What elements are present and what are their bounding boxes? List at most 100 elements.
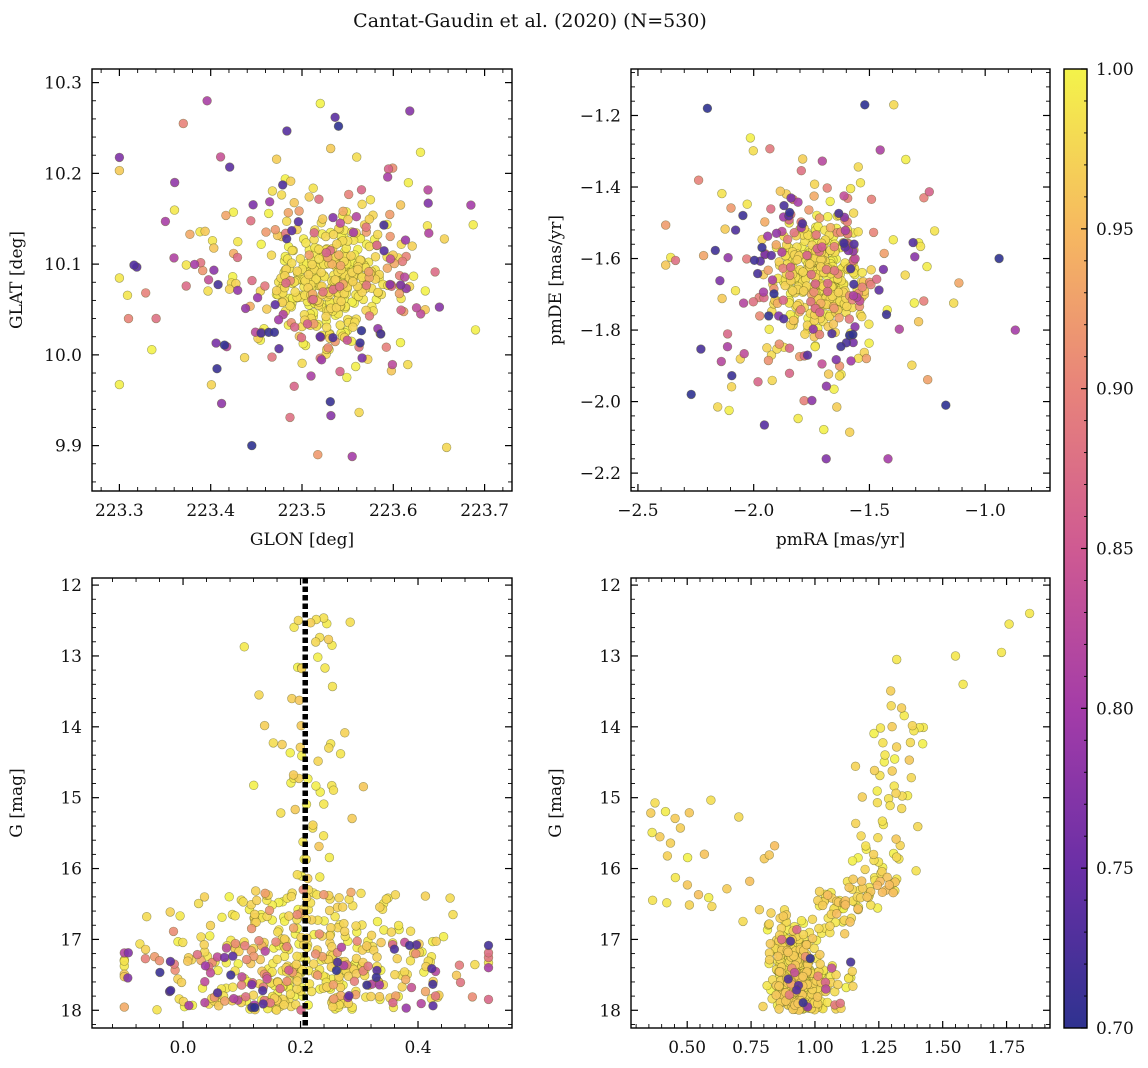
x-tick-label: 1.00 — [796, 1038, 834, 1058]
data-point — [1004, 619, 1014, 629]
data-point — [310, 949, 321, 959]
data-point — [1010, 325, 1020, 335]
data-point — [308, 294, 318, 305]
data-point — [261, 227, 271, 237]
colorbar-gradient — [1064, 69, 1087, 1028]
data-point — [888, 235, 898, 245]
data-point — [340, 926, 350, 937]
data-point — [835, 998, 845, 1008]
data-point — [883, 454, 893, 464]
data-point — [344, 990, 354, 1001]
data-point — [817, 900, 828, 911]
data-point — [114, 273, 125, 283]
data-point — [834, 313, 844, 323]
data-point — [405, 926, 416, 936]
data-point — [169, 205, 180, 215]
data-point — [302, 319, 313, 329]
data-point — [805, 259, 815, 269]
data-point — [304, 250, 314, 260]
data-point — [791, 985, 802, 995]
y-tick-label: 10.0 — [44, 346, 82, 366]
data-point — [344, 189, 354, 200]
data-point — [787, 286, 798, 296]
y-axis-label: pmDE [mas/yr] — [546, 215, 566, 345]
data-point — [323, 634, 334, 645]
data-point — [919, 193, 929, 203]
data-point — [834, 371, 845, 381]
y-tick-label: −2.2 — [580, 464, 621, 484]
data-point — [338, 902, 348, 912]
data-point — [250, 909, 260, 919]
data-point — [335, 260, 346, 271]
data-point — [703, 892, 714, 903]
y-tick-label: 18 — [599, 1001, 621, 1021]
data-point — [328, 229, 339, 240]
data-point — [857, 792, 867, 802]
data-point — [771, 990, 781, 1000]
panel-bottom-right: 0.500.751.001.251.501.7512131415161718BP… — [546, 576, 1051, 1068]
data-point — [361, 280, 372, 290]
data-point — [155, 967, 165, 978]
data-point — [406, 982, 417, 993]
data-point — [821, 454, 831, 464]
data-point — [424, 228, 434, 238]
data-point — [152, 1005, 162, 1015]
data-point — [351, 212, 362, 222]
data-point — [192, 949, 203, 960]
data-point — [282, 976, 292, 987]
x-tick-label: 1.75 — [988, 1038, 1026, 1058]
panel-top-right: −2.5 −2.0 −1.5 −1.0 −2.2 −2.0 −1.8 −1.6 −1.4 −1.2… — [546, 68, 1051, 550]
data-point — [774, 967, 785, 977]
data-point — [889, 754, 900, 764]
data-point — [693, 175, 704, 185]
x-tick-label: 223.7 — [460, 501, 509, 521]
data-point — [268, 738, 278, 748]
data-point — [335, 366, 345, 377]
data-point — [376, 937, 386, 948]
colorbar-tick-label: 0.85 — [1096, 540, 1134, 560]
data-point — [286, 891, 297, 902]
data-point — [181, 260, 192, 270]
data-point — [400, 272, 410, 282]
data-point — [844, 427, 855, 437]
data-point — [929, 226, 940, 236]
data-point — [217, 912, 227, 922]
data-point — [853, 904, 863, 914]
data-point — [262, 304, 272, 314]
data-point — [822, 183, 832, 193]
data-point — [250, 1002, 260, 1013]
data-point — [323, 343, 333, 353]
data-point — [845, 183, 856, 194]
data-point — [869, 728, 879, 739]
data-point — [265, 197, 275, 207]
data-point — [200, 976, 210, 987]
data-point — [397, 256, 408, 267]
data-point — [324, 905, 335, 916]
data-point — [351, 361, 361, 372]
data-point — [877, 816, 888, 826]
data-point — [877, 887, 888, 897]
data-point — [183, 956, 193, 966]
data-point — [710, 245, 720, 256]
data-point — [327, 681, 338, 692]
data-point — [804, 205, 814, 215]
data-point — [866, 194, 877, 205]
scatter-points — [646, 608, 1035, 1015]
data-point — [375, 902, 385, 912]
data-point — [284, 911, 294, 921]
axes-frame — [91, 577, 513, 1029]
data-point — [698, 250, 709, 261]
data-point — [241, 992, 251, 1002]
data-point — [853, 162, 863, 172]
data-point — [372, 240, 382, 250]
data-point — [800, 329, 810, 339]
data-point — [784, 343, 795, 353]
data-point — [319, 799, 329, 809]
y-tick-label: 12 — [60, 576, 82, 596]
data-point — [806, 297, 816, 307]
y-tick-label: 13 — [599, 647, 621, 667]
scatter-points — [660, 100, 1020, 464]
data-point — [247, 979, 257, 990]
data-point — [428, 1001, 438, 1011]
data-point — [861, 353, 872, 364]
